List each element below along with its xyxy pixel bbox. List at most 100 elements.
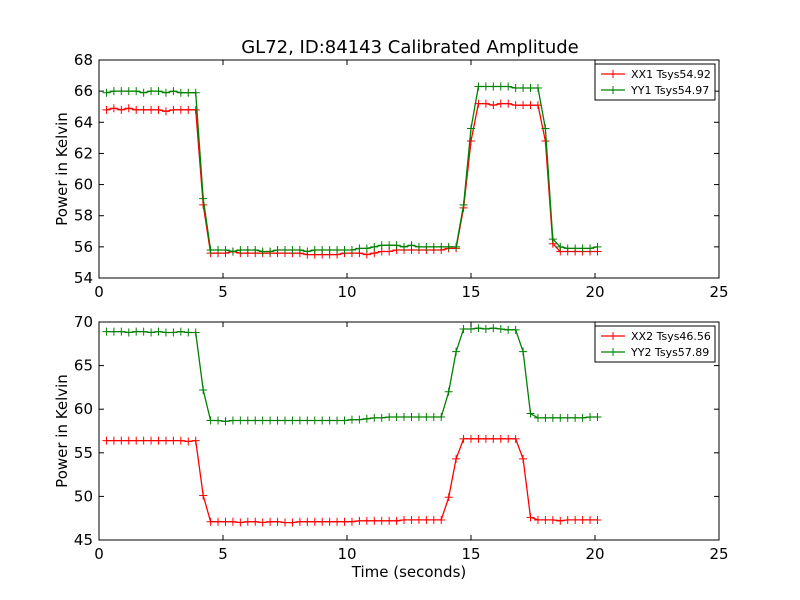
data-point — [578, 244, 587, 253]
data-point — [102, 88, 111, 97]
data-point — [139, 327, 148, 336]
data-point — [184, 88, 193, 97]
data-point — [184, 437, 193, 446]
data-point — [273, 517, 282, 526]
legend-label: YY2 Tsys57.89 — [630, 346, 709, 359]
data-point — [362, 414, 371, 423]
data-point — [288, 245, 297, 254]
data-point — [243, 245, 252, 254]
data-point — [489, 434, 498, 443]
data-point — [355, 244, 364, 253]
data-point — [243, 517, 252, 526]
data-point — [496, 99, 505, 108]
x-tick-label: 20 — [585, 545, 604, 563]
data-point — [258, 518, 267, 527]
data-point — [147, 436, 156, 445]
x-tick-label: 0 — [94, 545, 104, 563]
data-point — [504, 82, 513, 91]
data-point — [236, 245, 245, 254]
data-point — [251, 245, 260, 254]
data-point — [161, 88, 170, 97]
data-point — [251, 416, 260, 425]
data-point — [481, 82, 490, 91]
data-point — [295, 245, 304, 254]
data-point — [370, 516, 379, 525]
data-point — [325, 416, 334, 425]
data-point — [243, 416, 252, 425]
y-tick-label: 60 — [74, 400, 93, 418]
x-tick-label: 25 — [709, 545, 728, 563]
data-point — [362, 244, 371, 253]
data-point — [295, 517, 304, 526]
y-tick-label: 62 — [74, 144, 93, 162]
data-point — [176, 105, 185, 114]
data-point — [161, 107, 170, 116]
data-point — [400, 242, 409, 251]
data-point — [593, 242, 602, 251]
data-point — [191, 105, 200, 114]
data-point — [102, 436, 111, 445]
series-line-2 — [106, 85, 598, 253]
data-point — [117, 87, 126, 96]
data-point — [489, 101, 498, 110]
data-point — [281, 416, 289, 425]
data-point — [228, 416, 237, 425]
y-tick-label: 70 — [74, 313, 93, 331]
legend-box — [594, 63, 716, 101]
data-point — [511, 434, 520, 443]
legend-label: XX1 Tsys54.92 — [631, 68, 711, 81]
data-point — [586, 244, 595, 253]
data-point — [109, 436, 118, 445]
legend-marker — [609, 348, 617, 356]
data-point — [578, 413, 587, 422]
data-point — [214, 517, 223, 526]
data-point — [199, 491, 208, 500]
data-point — [467, 434, 475, 443]
series-layer — [102, 82, 602, 259]
data-point — [236, 416, 245, 425]
data-point — [533, 413, 542, 422]
data-point — [563, 515, 572, 524]
data-point — [474, 82, 483, 91]
data-point — [392, 241, 401, 250]
y-axis-label: Power in Kelvin — [53, 374, 71, 488]
data-point — [444, 387, 453, 396]
data-point — [392, 413, 401, 422]
data-point — [132, 436, 141, 445]
data-point — [563, 413, 572, 422]
data-point — [303, 517, 312, 526]
data-point — [303, 247, 312, 256]
data-point — [147, 87, 156, 96]
data-point — [526, 409, 535, 418]
y-axis: 54 56 58 60 62 64 66 68 — [74, 51, 719, 287]
data-point — [422, 515, 431, 524]
data-point — [400, 515, 409, 524]
data-point — [176, 436, 185, 445]
data-point — [481, 324, 490, 333]
data-point — [526, 101, 535, 110]
data-point — [176, 88, 185, 97]
y-tick-label: 64 — [74, 113, 93, 131]
x-tick-label: 15 — [461, 545, 480, 563]
legend: XX2 Tsys46.56 YY2 Tsys57.89 — [594, 325, 716, 363]
data-point — [459, 434, 468, 443]
data-point — [176, 327, 185, 336]
data-point — [109, 87, 118, 96]
chart-title: GL72, ID:84143 Calibrated Amplitude — [241, 37, 579, 58]
data-point — [333, 416, 342, 425]
y-tick-label: 66 — [74, 82, 93, 100]
data-point — [429, 413, 438, 422]
data-point — [318, 517, 327, 526]
y-tick-label: 56 — [74, 238, 93, 256]
data-point — [385, 413, 394, 422]
data-point — [124, 436, 133, 445]
data-point — [541, 413, 550, 422]
data-point — [459, 324, 468, 333]
x-tick-label: 5 — [218, 545, 228, 563]
data-point — [117, 327, 126, 336]
data-point — [370, 413, 379, 422]
data-point — [214, 416, 223, 425]
data-point — [452, 242, 461, 251]
data-point — [355, 516, 364, 525]
y-tick-label: 65 — [74, 357, 93, 375]
